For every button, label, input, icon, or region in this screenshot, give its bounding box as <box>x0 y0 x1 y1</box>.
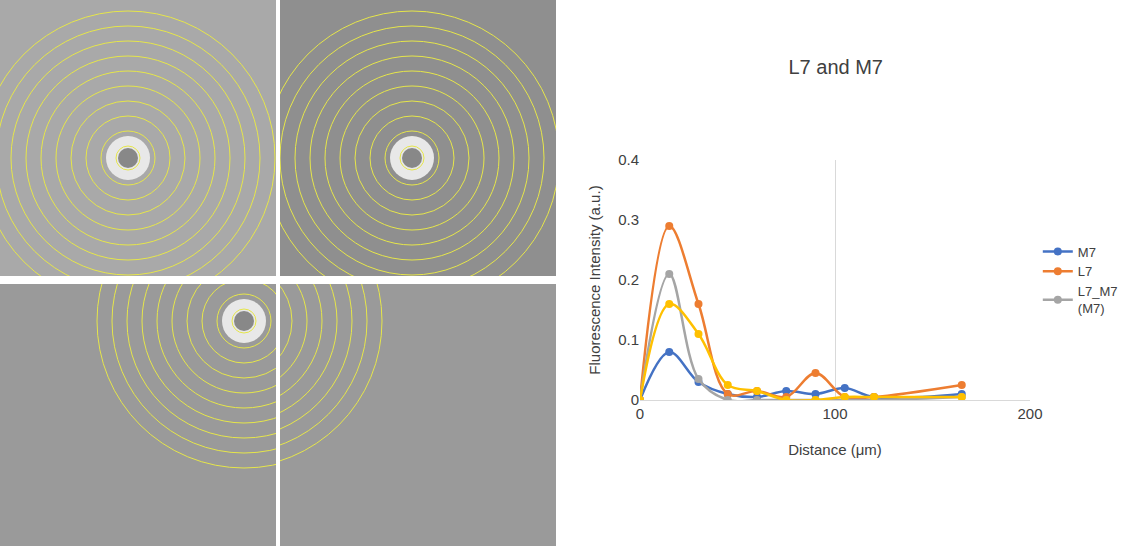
svg-text:0: 0 <box>631 391 639 408</box>
svg-text:0.2: 0.2 <box>618 271 639 288</box>
svg-text:L7_M7(M7): L7_M7(M7) <box>1078 284 1118 316</box>
svg-text:200: 200 <box>1017 405 1042 422</box>
svg-text:0.3: 0.3 <box>618 211 639 228</box>
svg-text:Fluorescence Intensity (a.u.): Fluorescence Intensity (a.u.) <box>586 185 603 374</box>
svg-text:L7 and M7: L7 and M7 <box>788 56 883 78</box>
svg-text:M7: M7 <box>1078 245 1096 260</box>
svg-text:L7: L7 <box>1078 264 1092 279</box>
svg-text:100: 100 <box>822 405 847 422</box>
svg-text:0: 0 <box>636 405 644 422</box>
svg-text:0.1: 0.1 <box>618 331 639 348</box>
svg-text:0.4: 0.4 <box>618 151 639 168</box>
svg-text:Distance (μm): Distance (μm) <box>788 441 882 458</box>
